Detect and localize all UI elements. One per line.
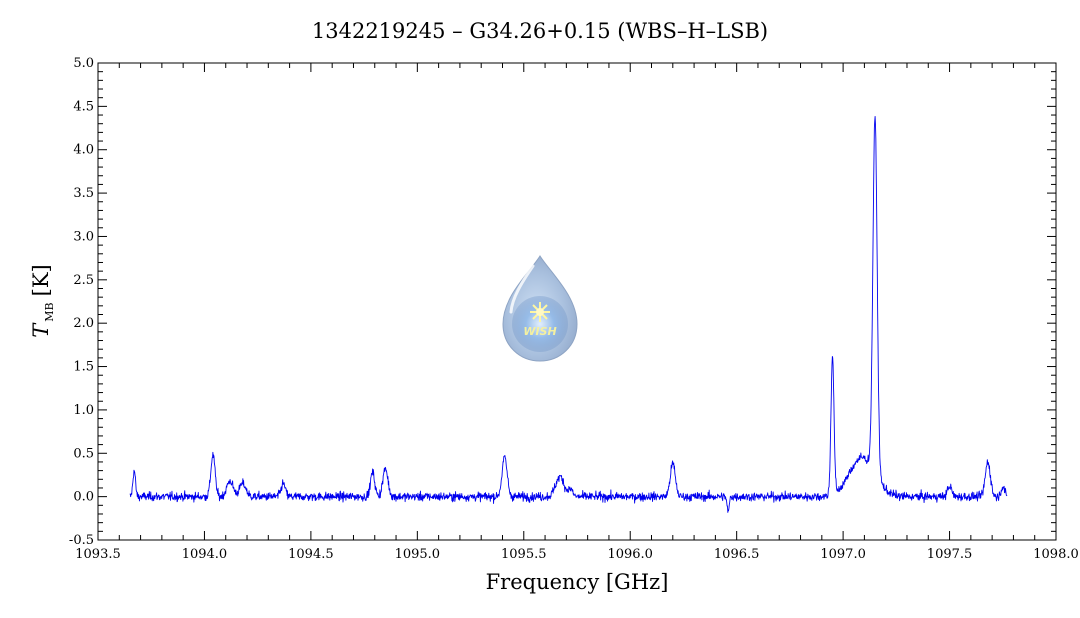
y-axis-subscript: MB: [43, 302, 56, 321]
watermark-text: WISH: [523, 325, 556, 338]
axes: [97, 62, 1057, 541]
y-tick-label: 0.0: [73, 490, 94, 505]
svg-text:TMB[K]: TMB [K]: [29, 264, 56, 337]
y-tick-label: 3.0: [73, 229, 94, 244]
y-axis-symbol: T: [29, 322, 53, 338]
x-axis-label: Frequency [GHz]: [486, 570, 669, 594]
wish-drop-logo: WISH: [502, 255, 578, 362]
x-tick-label: 1097.0: [820, 547, 866, 562]
x-tick-label: 1096.0: [607, 547, 653, 562]
plot-frame: [97, 62, 1057, 541]
x-ticks: 1093.5 1094.0 1094.5 1095.0 1095.5 1096.0 1096…: [75, 63, 1079, 562]
y-tick-label: -0.5: [69, 533, 94, 548]
x-tick-label: 1095.0: [395, 547, 441, 562]
y-axis-unit: [K]: [29, 264, 53, 296]
x-tick-label: 1095.5: [501, 547, 547, 562]
y-tick-label: 4.5: [73, 99, 94, 114]
y-tick-label: 5.0: [73, 56, 94, 71]
x-tick-label: 1096.5: [714, 547, 760, 562]
x-tick-label: 1093.5: [75, 547, 121, 562]
y-tick-label: 2.0: [73, 316, 94, 331]
x-tick-label: 1094.0: [182, 547, 228, 562]
series-lines: [129, 116, 1008, 513]
x-tick-label: 1097.5: [927, 547, 973, 562]
y-tick-label: 1.5: [73, 360, 94, 375]
y-tick-label: 1.0: [73, 403, 94, 418]
y-ticks: -0.5 0.0 0.5 1.0 1.5 2.0 2.5 3.0 3.5 4.0 4.5 5.0: [69, 56, 1056, 548]
y-tick-label: 4.0: [73, 143, 94, 158]
y-tick-label: 2.5: [73, 273, 94, 288]
x-tick-label: 1098.0: [1033, 547, 1079, 562]
y-tick-label: 0.5: [73, 446, 94, 461]
y-axis-label: TMB [K]: [29, 264, 56, 337]
spectrum-line: [129, 116, 1008, 513]
chart-title: 1342219245 – G34.26+0.15 (WBS–H–LSB): [312, 19, 768, 43]
x-tick-label: 1094.5: [288, 547, 334, 562]
y-tick-label: 3.5: [73, 186, 94, 201]
